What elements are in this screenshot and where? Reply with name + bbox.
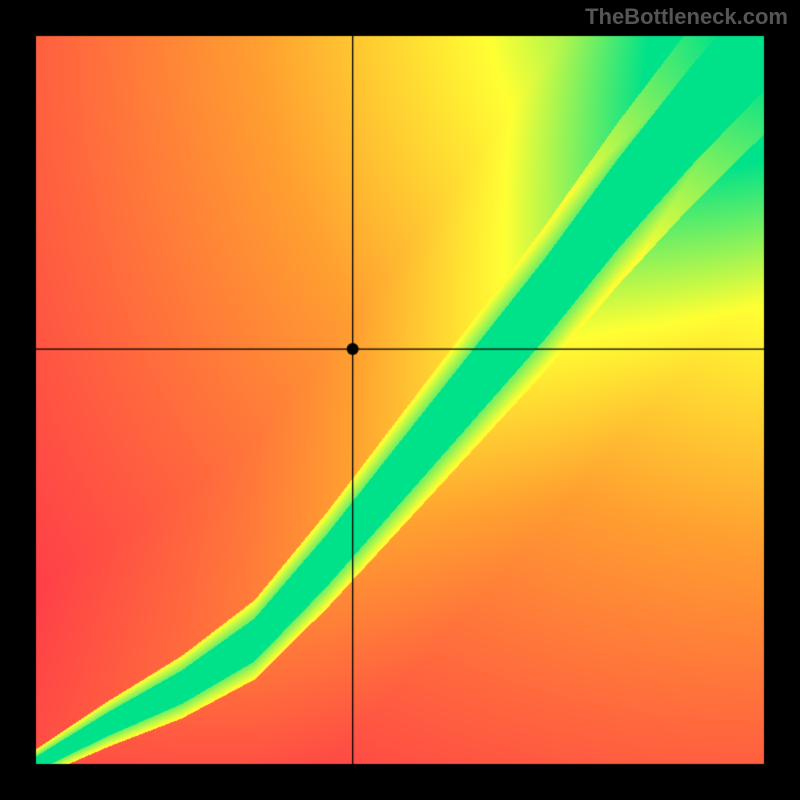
watermark-text: TheBottleneck.com xyxy=(585,4,788,30)
chart-container: TheBottleneck.com xyxy=(0,0,800,800)
heatmap-canvas xyxy=(0,0,800,800)
